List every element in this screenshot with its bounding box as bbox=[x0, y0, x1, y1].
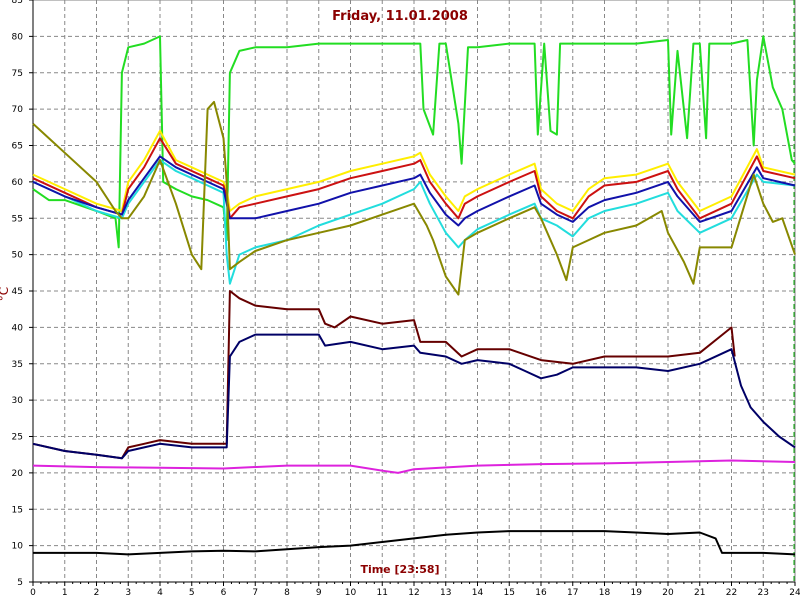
y-axis-label: °C bbox=[0, 286, 12, 302]
x-tick-label: 15 bbox=[504, 588, 515, 598]
series-line-5 bbox=[32, 155, 796, 227]
y-tick-label: 70 bbox=[12, 105, 24, 115]
x-tick-label: 14 bbox=[472, 588, 484, 598]
x-tick-label: 6 bbox=[221, 588, 227, 598]
x-tick-label: 2 bbox=[94, 588, 100, 598]
y-tick-label: 80 bbox=[12, 32, 24, 42]
y-tick-label: 35 bbox=[12, 360, 23, 370]
x-tick-label: 0 bbox=[30, 588, 36, 598]
x-tick-label: 22 bbox=[726, 588, 737, 598]
y-tick-label: 60 bbox=[12, 178, 24, 188]
x-tick-label: 8 bbox=[284, 588, 290, 598]
x-tick-label: 12 bbox=[408, 588, 419, 598]
y-tick-label: 40 bbox=[12, 323, 24, 333]
y-tick-label: 65 bbox=[12, 142, 23, 152]
series-line-3 bbox=[32, 137, 796, 220]
x-tick-label: 11 bbox=[377, 588, 388, 598]
y-tick-label: 15 bbox=[12, 505, 23, 515]
series-line-2 bbox=[32, 129, 796, 212]
y-tick-label: 5 bbox=[17, 578, 23, 588]
y-tick-label: 50 bbox=[12, 251, 24, 261]
x-tick-label: 1 bbox=[62, 588, 68, 598]
x-axis-label: Time [23:58] bbox=[360, 563, 440, 576]
x-tick-label: 5 bbox=[189, 588, 195, 598]
x-tick-label: 16 bbox=[535, 588, 547, 598]
series-line-1 bbox=[32, 35, 796, 249]
y-tick-label: 85 bbox=[12, 0, 23, 6]
y-tick-label: 75 bbox=[12, 69, 23, 79]
y-tick-label: 10 bbox=[12, 542, 24, 552]
y-tick-label: 55 bbox=[12, 214, 23, 224]
x-tick-label: 4 bbox=[157, 588, 163, 598]
series-line-4 bbox=[32, 159, 796, 285]
series-line-8 bbox=[32, 333, 796, 460]
x-tick-label: 23 bbox=[758, 588, 769, 598]
series-line-6 bbox=[32, 100, 796, 296]
x-tick-label: 17 bbox=[567, 588, 578, 598]
y-tick-label: 30 bbox=[12, 396, 24, 406]
x-tick-label: 3 bbox=[125, 588, 131, 598]
x-tick-label: 10 bbox=[345, 588, 357, 598]
x-tick-label: 20 bbox=[662, 588, 674, 598]
y-tick-label: 25 bbox=[12, 433, 23, 443]
x-tick-label: 7 bbox=[252, 588, 258, 598]
x-tick-label: 19 bbox=[631, 588, 643, 598]
y-tick-label: 20 bbox=[12, 469, 24, 479]
chart-title: Friday, 11.01.2008 bbox=[332, 9, 468, 24]
series-line-7 bbox=[32, 290, 736, 460]
y-tick-label: 45 bbox=[12, 287, 23, 297]
series-line-9 bbox=[32, 459, 796, 474]
x-tick-label: 9 bbox=[316, 588, 322, 598]
x-tick-label: 18 bbox=[599, 588, 611, 598]
x-tick-label: 13 bbox=[440, 588, 451, 598]
series-line-10 bbox=[33, 530, 796, 556]
x-tick-label: 21 bbox=[694, 588, 705, 598]
x-tick-label: 24 bbox=[789, 588, 800, 598]
